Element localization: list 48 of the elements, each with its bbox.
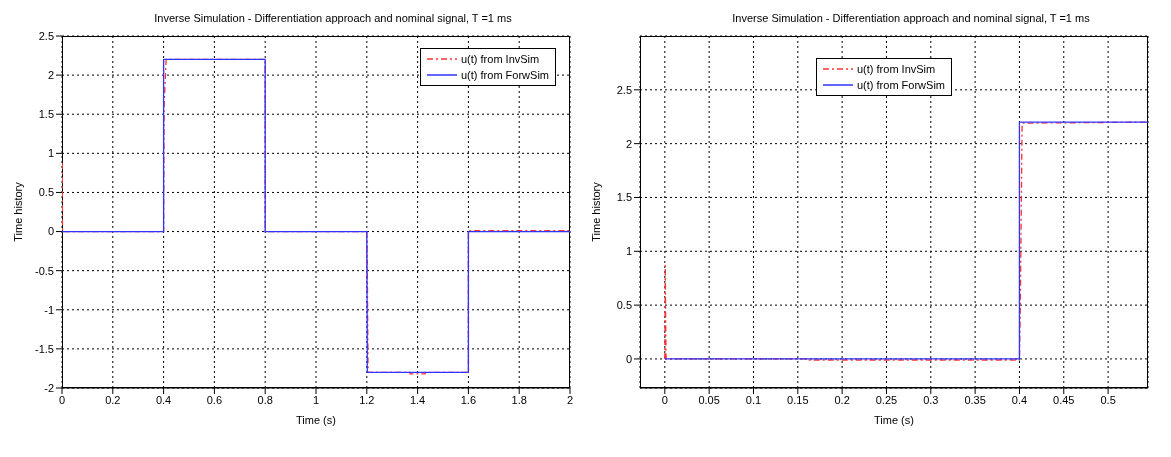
x-axis-title: Time (s) bbox=[874, 414, 914, 426]
x-tick-label: 0 bbox=[58, 393, 66, 406]
x-tick-label: 1.6 bbox=[460, 393, 477, 406]
y-tick-label: 2 bbox=[625, 137, 632, 150]
x-tick-label: 1.2 bbox=[359, 393, 375, 406]
x-tick-label: 0.4 bbox=[155, 393, 172, 406]
y-tick-label: 2.5 bbox=[38, 29, 54, 42]
legend-label: u(t) from ForwSim bbox=[461, 68, 549, 83]
x-tick-label: 0.2 bbox=[834, 393, 850, 406]
y-axis-title: Time history bbox=[11, 181, 24, 242]
x-tick-label: 1 bbox=[312, 393, 320, 406]
x-tick-label: 0.5 bbox=[1100, 393, 1116, 406]
y-tick-label: 1.5 bbox=[616, 191, 632, 204]
y-tick-label: 0 bbox=[625, 352, 632, 365]
y-tick-label: -2 bbox=[44, 381, 54, 394]
y-tick-label: 0.5 bbox=[616, 299, 632, 312]
x-tick-label: 1.8 bbox=[511, 393, 527, 406]
x-tick-label: 0.15 bbox=[787, 393, 809, 406]
y-tick-label: 0 bbox=[47, 225, 54, 238]
x-tick-label: 2 bbox=[566, 393, 574, 406]
legend-label: u(t) from ForwSim bbox=[857, 78, 945, 93]
y-tick-label: 2 bbox=[47, 69, 54, 82]
y-axis-title: Time history bbox=[589, 181, 602, 242]
chart-title: Inverse Simulation - Differentiation approach and nominal signal, T =1 ms bbox=[153, 12, 513, 24]
x-tick-label: 0.35 bbox=[964, 393, 986, 406]
x-tick-label: 0.8 bbox=[257, 393, 273, 406]
x-tick-label: 0.2 bbox=[105, 393, 121, 406]
x-tick-label: 0.45 bbox=[1053, 393, 1075, 406]
y-tick-label: 0.5 bbox=[38, 186, 54, 199]
x-tick-label: 0.25 bbox=[875, 393, 898, 406]
y-tick-label: -1.5 bbox=[35, 342, 54, 355]
y-tick-label: -1 bbox=[44, 303, 54, 316]
y-tick-label: 1 bbox=[625, 245, 632, 258]
x-tick-label: 1.4 bbox=[409, 393, 426, 406]
x-axis-title: Time (s) bbox=[296, 414, 336, 426]
legend-label: u(t) from InvSim bbox=[857, 62, 936, 77]
x-tick-label: 0.1 bbox=[745, 393, 762, 406]
x-tick-label: 0.4 bbox=[1011, 393, 1028, 406]
y-tick-label: 2.5 bbox=[616, 83, 632, 96]
x-tick-label: 0.6 bbox=[206, 393, 223, 406]
x-tick-label: 0.3 bbox=[923, 393, 939, 406]
y-tick-label: -0.5 bbox=[35, 264, 54, 277]
x-tick-label: 0.05 bbox=[698, 393, 720, 406]
y-tick-label: 1.5 bbox=[38, 108, 54, 121]
chart-title: Inverse Simulation - Differentiation approach and nominal signal, T =1 ms bbox=[731, 12, 1091, 24]
x-tick-label: 0 bbox=[661, 393, 668, 406]
legend-label: u(t) from InvSim bbox=[461, 52, 540, 67]
y-tick-label: 1 bbox=[47, 147, 54, 160]
